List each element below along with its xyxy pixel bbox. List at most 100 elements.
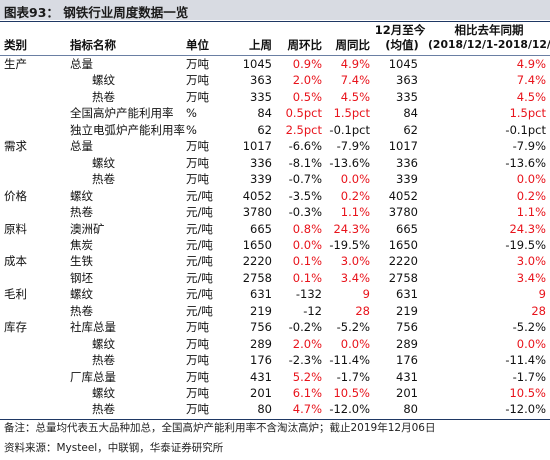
row-unit: 元/吨 [186, 270, 213, 285]
table-row: 热卷 万吨 80 4.7% -12.0% 80 -12.0% [0, 401, 550, 417]
row-last-week: 289 [250, 336, 272, 351]
row-dec-avg: 62 [403, 122, 418, 137]
header-yoy-title: 相比去年同期 [454, 23, 524, 37]
row-yoy: -13.6% [329, 155, 370, 170]
row-indicator: 螺纹 [92, 386, 115, 400]
row-last-week: 363 [250, 73, 272, 88]
row-indicator: 澳洲矿 [70, 221, 105, 236]
row-unit: 万吨 [186, 402, 209, 417]
row-yoy-compare: 3.0% [516, 254, 546, 269]
row-dec-avg: 431 [396, 369, 418, 384]
row-wow: 2.0% [292, 336, 322, 351]
figure-title: 图表93： 钢铁行业周度数据一览 [4, 5, 189, 20]
row-wow: 2.5pct [285, 122, 322, 137]
row-unit: 万吨 [186, 353, 209, 368]
row-yoy: 9 [362, 287, 370, 302]
row-indicator: 螺纹 [70, 287, 93, 302]
row-last-week: 219 [250, 303, 272, 318]
row-unit: 万吨 [186, 73, 209, 88]
row-last-week: 339 [250, 172, 272, 187]
row-yoy-compare: -7.9% [512, 139, 546, 154]
table-row: 独立电弧炉产能利用率% 62 2.5pct -0.1pct 62 -0.1pct [0, 122, 550, 138]
row-yoy-compare: -1.7% [512, 369, 546, 384]
row-indicator: 热卷 [92, 353, 115, 368]
table-row: 钢坯 元/吨 2758 0.1% 3.4% 2758 3.4% [0, 270, 550, 286]
row-indicator: 螺纹 [92, 73, 115, 88]
row-last-week: 336 [250, 155, 272, 170]
row-category: 毛利 [4, 287, 27, 302]
row-last-week: 2220 [242, 254, 272, 269]
row-category: 生产 [4, 57, 27, 71]
table-row: 螺纹 万吨 201 6.1% 10.5% 201 10.5% [0, 385, 550, 401]
row-unit: 万吨 [186, 139, 209, 154]
row-yoy: 0.2% [340, 188, 370, 203]
row-yoy-compare: -13.6% [505, 155, 546, 170]
row-wow: -8.1% [288, 155, 322, 170]
row-wow: -0.7% [288, 172, 322, 187]
row-yoy-compare: 4.5% [516, 89, 546, 104]
row-yoy: 1.5pct [333, 106, 370, 121]
row-yoy: -19.5% [329, 237, 370, 252]
table-row: 原料 澳洲矿 元/吨 665 0.8% 24.3% 665 24.3% [0, 221, 550, 237]
row-last-week: 176 [250, 353, 272, 368]
table-row: 热卷 万吨 339 -0.7% 0.0% 339 0.0% [0, 171, 550, 187]
row-indicator: 生铁 [70, 254, 93, 269]
row-yoy-compare: 9 [538, 287, 546, 302]
row-yoy: -0.1pct [329, 122, 370, 137]
footer-note: 备注：总量均代表五大品种加总，全国高炉产能利用率不含淘汰高炉；截止2019年12… [4, 422, 436, 434]
row-unit: 元/吨 [186, 188, 213, 203]
row-category: 成本 [4, 254, 27, 269]
row-yoy: -7.9% [336, 139, 370, 154]
row-last-week: 631 [250, 287, 272, 302]
row-last-week: 80 [257, 402, 272, 417]
table-row: 热卷 元/吨 3780 -0.3% 1.1% 3780 1.1% [0, 204, 550, 220]
row-dec-avg: 363 [396, 73, 418, 88]
row-wow: 0.1% [292, 270, 322, 285]
row-unit: 元/吨 [186, 205, 213, 220]
row-dec-avg: 289 [396, 336, 418, 351]
row-wow: 2.0% [292, 73, 322, 88]
row-unit: 元/吨 [186, 237, 213, 252]
row-indicator: 钢坯 [70, 270, 93, 285]
row-yoy-compare: 1.1% [516, 205, 546, 220]
row-unit: 万吨 [186, 172, 209, 187]
table-row: 毛利 螺纹 元/吨 631 -132 9 631 9 [0, 286, 550, 302]
row-yoy-compare: 4.9% [516, 57, 546, 71]
row-dec-avg: 2220 [388, 254, 418, 269]
row-yoy: 1.1% [340, 205, 370, 220]
row-unit: 元/吨 [186, 303, 213, 318]
row-dec-avg: 1650 [388, 237, 418, 252]
row-wow: 0.1% [292, 254, 322, 269]
row-indicator: 热卷 [92, 89, 115, 104]
row-dec-avg: 335 [396, 89, 418, 104]
row-unit: 万吨 [186, 369, 209, 384]
row-wow: -132 [295, 287, 322, 302]
row-yoy-compare: -12.0% [505, 402, 546, 417]
row-yoy: 10.5% [333, 386, 370, 400]
header-unit: 单位 [186, 38, 209, 52]
row-unit: 万吨 [186, 320, 209, 335]
header-yoy: 周同比 [335, 38, 371, 52]
header-rule [0, 55, 550, 56]
row-dec-avg: 1017 [388, 139, 418, 154]
row-indicator: 热卷 [92, 402, 115, 417]
header-last-week: 上周 [249, 38, 272, 52]
row-last-week: 84 [257, 106, 272, 121]
row-yoy-compare: 28 [531, 303, 546, 318]
row-yoy: 24.3% [333, 221, 370, 236]
row-category: 库存 [4, 320, 27, 335]
row-unit: 元/吨 [186, 287, 213, 302]
row-indicator: 热卷 [70, 205, 93, 220]
table-row: 焦炭 元/吨 1650 0.0% -19.5% 1650 -19.5% [0, 237, 550, 253]
row-dec-avg: 339 [396, 172, 418, 187]
table-row: 需求 总量 万吨 1017 -6.6% -7.9% 1017 -7.9% [0, 138, 550, 154]
row-indicator: 螺纹 [70, 188, 93, 203]
table-row: 厂库总量 万吨 431 5.2% -1.7% 431 -1.7% [0, 369, 550, 385]
row-yoy: 0.0% [340, 172, 370, 187]
row-wow: -0.3% [288, 205, 322, 220]
row-last-week: 1017 [242, 139, 272, 154]
row-wow: 6.1% [292, 386, 322, 400]
row-last-week: 756 [250, 320, 272, 335]
row-indicator: 螺纹 [92, 336, 115, 351]
row-last-week: 62 [257, 122, 272, 137]
